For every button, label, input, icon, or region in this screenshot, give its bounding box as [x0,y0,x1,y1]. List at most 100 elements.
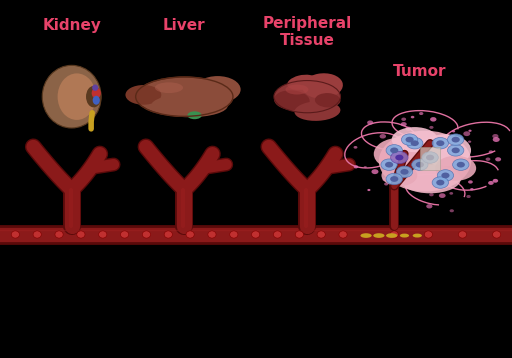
Circle shape [401,117,406,121]
Ellipse shape [385,162,393,168]
Text: Liver: Liver [163,18,206,33]
Ellipse shape [391,151,408,164]
Ellipse shape [400,169,409,175]
Ellipse shape [447,134,464,145]
Circle shape [493,179,498,183]
Circle shape [384,183,389,185]
Circle shape [364,166,367,168]
Ellipse shape [274,90,310,110]
Ellipse shape [187,111,202,119]
Ellipse shape [125,85,161,105]
Ellipse shape [11,231,19,238]
FancyBboxPatch shape [0,226,512,243]
Ellipse shape [422,152,438,163]
Ellipse shape [453,159,469,170]
Circle shape [468,141,471,143]
Ellipse shape [155,82,183,93]
Ellipse shape [436,140,444,146]
Ellipse shape [447,145,464,156]
Ellipse shape [55,231,63,238]
Ellipse shape [390,231,398,238]
Ellipse shape [424,231,433,238]
Ellipse shape [381,165,417,186]
Ellipse shape [432,137,449,149]
Ellipse shape [287,75,317,90]
Ellipse shape [441,173,450,178]
Circle shape [406,127,411,131]
Circle shape [426,204,433,208]
Circle shape [466,195,471,198]
Circle shape [463,131,470,136]
Ellipse shape [386,173,402,185]
Circle shape [468,180,473,184]
Circle shape [382,178,388,181]
Ellipse shape [93,96,100,105]
Ellipse shape [274,81,340,113]
Ellipse shape [457,162,465,168]
Ellipse shape [435,156,476,181]
Ellipse shape [386,145,402,156]
Ellipse shape [390,176,398,182]
Ellipse shape [92,84,98,91]
Ellipse shape [381,159,397,170]
Ellipse shape [251,231,260,238]
Text: Peripheral
Tissue: Peripheral Tissue [263,16,352,48]
Ellipse shape [437,170,454,181]
Ellipse shape [286,84,308,95]
Ellipse shape [452,137,460,142]
Circle shape [439,193,445,198]
Ellipse shape [42,66,101,128]
Ellipse shape [295,231,304,238]
Ellipse shape [302,73,343,98]
Circle shape [401,122,407,126]
Ellipse shape [120,231,129,238]
Ellipse shape [373,233,385,238]
Ellipse shape [208,231,216,238]
Ellipse shape [426,155,434,160]
Ellipse shape [411,140,419,146]
Circle shape [450,209,454,212]
Ellipse shape [413,234,422,238]
Circle shape [419,112,423,115]
Circle shape [492,134,499,138]
Ellipse shape [399,165,461,193]
Ellipse shape [58,73,96,120]
Ellipse shape [416,162,424,168]
Ellipse shape [136,77,233,116]
Ellipse shape [400,234,409,238]
Ellipse shape [92,88,101,98]
Ellipse shape [142,231,151,238]
Ellipse shape [339,231,347,238]
Ellipse shape [151,94,228,117]
Ellipse shape [379,131,471,192]
Circle shape [488,181,494,185]
Circle shape [371,169,378,174]
Ellipse shape [186,231,194,238]
Ellipse shape [420,134,471,166]
Circle shape [489,150,493,153]
Text: Tumor: Tumor [393,64,446,79]
Ellipse shape [395,155,403,160]
Ellipse shape [315,93,340,107]
Ellipse shape [386,233,397,238]
Ellipse shape [390,147,398,153]
Circle shape [430,117,437,122]
Ellipse shape [392,127,438,152]
Ellipse shape [458,231,466,238]
Ellipse shape [294,101,340,121]
Circle shape [495,157,501,161]
Ellipse shape [407,137,423,149]
Circle shape [367,120,373,125]
Ellipse shape [406,137,414,142]
Circle shape [493,137,500,142]
Ellipse shape [396,166,413,178]
Ellipse shape [452,147,460,153]
Ellipse shape [33,231,41,238]
Ellipse shape [164,231,173,238]
Circle shape [485,158,490,161]
Circle shape [450,192,453,195]
Circle shape [379,134,386,139]
Circle shape [429,193,434,196]
Ellipse shape [230,231,238,238]
Circle shape [470,188,474,190]
